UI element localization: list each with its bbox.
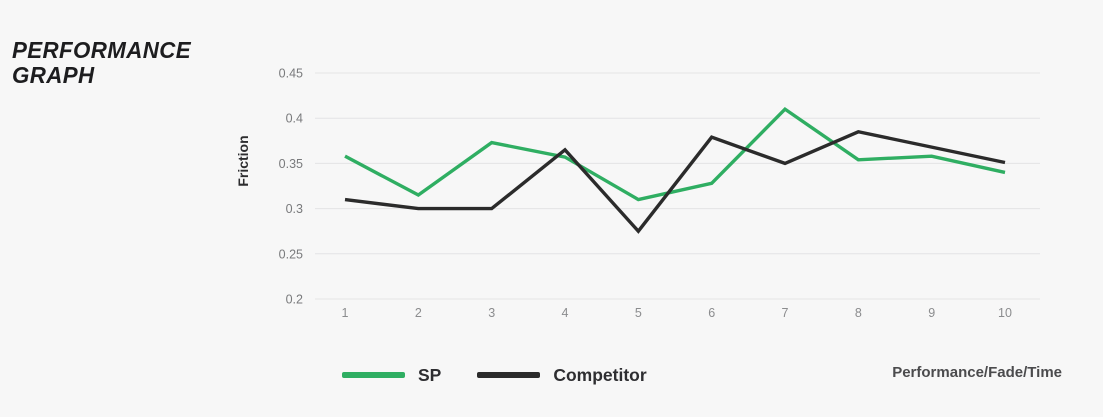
legend-label: SP xyxy=(418,364,442,385)
y-tick-label: 0.3 xyxy=(286,202,303,216)
page-title: PERFORMANCE GRAPH xyxy=(12,38,191,88)
legend-swatch-competitor xyxy=(477,372,541,378)
x-tick-label: 1 xyxy=(342,306,349,320)
x-tick-label: 9 xyxy=(928,306,935,320)
gridlines-layer xyxy=(315,72,1040,300)
series-line-competitor xyxy=(344,129,1006,234)
series-line-sp xyxy=(344,106,1006,202)
x-tick-label: 8 xyxy=(855,306,862,320)
legend-item-competitor: Competitor xyxy=(477,364,647,386)
legend-swatch-sp xyxy=(342,372,405,378)
chart-legend: SP Competitor xyxy=(342,362,647,388)
y-tick-label: 0.35 xyxy=(279,157,303,171)
y-tick-label: 0.4 xyxy=(286,112,303,126)
x-tick-label: 4 xyxy=(562,306,569,320)
x-tick-label: 6 xyxy=(708,306,715,320)
legend-item-sp: SP xyxy=(342,365,441,386)
series-lines-layer xyxy=(344,106,1006,234)
x-axis-note: Performance/Fade/Time xyxy=(892,364,1062,381)
y-axis-label: Friction xyxy=(235,135,251,187)
y-tick-labels-layer: 0.45 0.4 0.35 0.3 0.25 0.2 xyxy=(279,67,303,307)
x-tick-label: 3 xyxy=(488,306,495,320)
x-tick-labels-layer: 1 2 3 4 5 6 7 8 9 10 xyxy=(342,306,1012,320)
performance-line-chart: 0.45 0.4 0.35 0.3 0.25 0.2 1 2 3 4 5 6 7 8 9 10 xyxy=(279,67,1040,320)
x-tick-label: 7 xyxy=(782,306,789,320)
page-title-line1: PERFORMANCE xyxy=(12,37,192,63)
x-tick-label: 2 xyxy=(415,306,422,320)
page-title-line2: GRAPH xyxy=(12,62,95,88)
y-tick-label: 0.25 xyxy=(279,247,303,261)
y-tick-label: 0.2 xyxy=(286,293,303,307)
y-tick-label: 0.45 xyxy=(279,67,303,81)
legend-label: Competitor xyxy=(553,364,647,385)
x-tick-label: 10 xyxy=(998,306,1012,320)
x-tick-label: 5 xyxy=(635,306,642,320)
